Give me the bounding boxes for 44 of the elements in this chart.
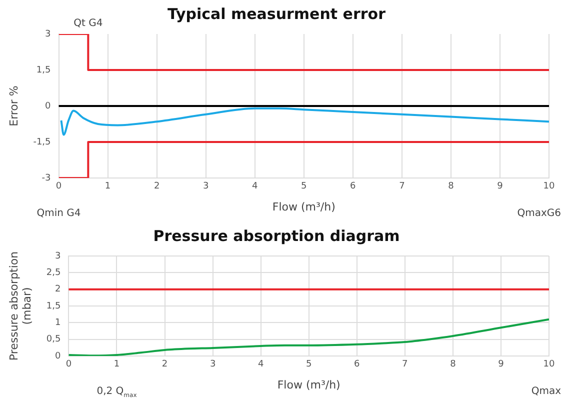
y-tick-label: 1,5 bbox=[46, 301, 61, 312]
x-tick-label: 10 bbox=[543, 360, 555, 370]
x-axis-title: Flow (m³/h) bbox=[277, 378, 340, 392]
text: Qmax bbox=[531, 386, 562, 397]
y-tick-label: 3 bbox=[45, 29, 51, 40]
y-axis-title: Pressure absorption (mbar) bbox=[7, 251, 34, 361]
text: QmaxG6 bbox=[517, 208, 562, 219]
y-tick-label: 3 bbox=[54, 251, 61, 262]
x-tick-label: 8 bbox=[448, 182, 454, 192]
x-tick-label: 5 bbox=[301, 182, 307, 192]
x-tick-label: 3 bbox=[210, 360, 216, 370]
y-tick-label: 2,5 bbox=[46, 268, 61, 278]
x-tick-label: 4 bbox=[258, 360, 264, 370]
chart-title: Typical measurment error bbox=[168, 4, 386, 23]
x-tick-label: 7 bbox=[402, 360, 408, 370]
x-tick-label: 2 bbox=[162, 360, 168, 370]
y-tick-label: -1,5 bbox=[33, 137, 51, 148]
y-axis-title: Error % bbox=[7, 86, 20, 126]
x-tick-label: 5 bbox=[306, 360, 312, 370]
y-tick-label: 1 bbox=[54, 318, 61, 328]
x-axis-title: Flow (m³/h) bbox=[272, 200, 336, 214]
x-tick-label: 9 bbox=[498, 360, 504, 370]
x-tick-label: 6 bbox=[354, 360, 360, 370]
annotation: Qt G4 bbox=[74, 18, 103, 29]
y-tick-label: 0,5 bbox=[46, 334, 61, 345]
x-tick-label: 8 bbox=[450, 360, 456, 370]
x-tick-label: 1 bbox=[114, 360, 120, 370]
x-tick-label: 7 bbox=[399, 182, 405, 192]
x-tick-label: 3 bbox=[202, 182, 209, 192]
y-tick-label: 2 bbox=[54, 284, 61, 295]
chart-title: Pressure absorption diagram bbox=[153, 226, 400, 245]
y-tick-label: -3 bbox=[42, 173, 51, 184]
x-tick-label: 6 bbox=[350, 182, 356, 192]
x-tick-label: 2 bbox=[154, 182, 160, 192]
annotation: Qmin G4 bbox=[36, 208, 81, 219]
line-series bbox=[60, 107, 549, 136]
y-tick-label: 1,5 bbox=[36, 65, 51, 76]
y-tick-label: 0 bbox=[54, 351, 61, 362]
x-tick-label: 10 bbox=[543, 182, 555, 192]
x-tick-label: 0 bbox=[66, 360, 72, 370]
x-tick-label: 9 bbox=[497, 182, 504, 192]
x-tick-label: 4 bbox=[252, 182, 258, 192]
x-tick-label: 1 bbox=[104, 182, 111, 192]
y-tick-label: 0 bbox=[45, 101, 52, 112]
